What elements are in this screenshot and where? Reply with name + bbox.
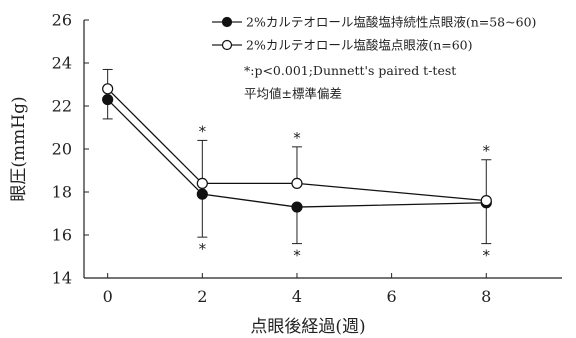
y-tick-label: 18 (52, 183, 72, 202)
significance-marker: * (483, 142, 491, 160)
significance-marker: * (199, 122, 207, 140)
data-point (196, 188, 208, 200)
y-tick-label: 16 (52, 226, 72, 245)
x-axis-label: 点眼後経過(週) (250, 317, 365, 337)
significance-marker: * (293, 247, 301, 265)
data-point (480, 195, 492, 207)
legend-entry: 2%カルテオロール塩酸塩持続性点眼液(n=58~60) (246, 15, 536, 30)
significance-marker: * (199, 240, 207, 258)
y-axis-label: 眼圧(mmHg) (9, 96, 29, 201)
x-tick-label: 2 (197, 287, 207, 306)
labels-layer: 眼圧(mmHg) 点眼後経過(週) (9, 96, 366, 337)
x-tick-label: 0 (103, 287, 113, 306)
x-tick-label: 8 (481, 287, 491, 306)
significance-marker: * (293, 129, 301, 147)
y-tick-label: 20 (52, 140, 72, 159)
legend-entry: 2%カルテオロール塩酸塩点眼液(n=60) (246, 38, 473, 53)
footnote-significance: *:p<0.001;Dunnett's paired t-test (244, 63, 456, 78)
data-point (102, 83, 114, 95)
series-line-2 (107, 88, 487, 202)
y-tick-label: 14 (52, 269, 72, 288)
series-layer: * * * * * * (102, 68, 492, 265)
y-tick-label: 22 (52, 97, 72, 116)
x-tick-label: 6 (387, 287, 397, 306)
legend: 2%カルテオロール塩酸塩持続性点眼液(n=58~60) 2%カルテオロール塩酸塩点… (212, 15, 536, 101)
data-point (102, 93, 114, 106)
significance-marker: * (483, 247, 491, 265)
data-point (291, 177, 303, 189)
x-tick-label: 4 (292, 287, 302, 306)
footnote-statistics: 平均値±標準偏差 (244, 86, 342, 101)
data-point (196, 177, 208, 189)
legend-marker (221, 16, 233, 28)
legend-marker (221, 39, 233, 51)
series-line-1 (107, 99, 487, 208)
data-point (291, 201, 303, 213)
y-tick-label: 24 (52, 54, 72, 73)
y-tick-label: 26 (52, 11, 72, 30)
